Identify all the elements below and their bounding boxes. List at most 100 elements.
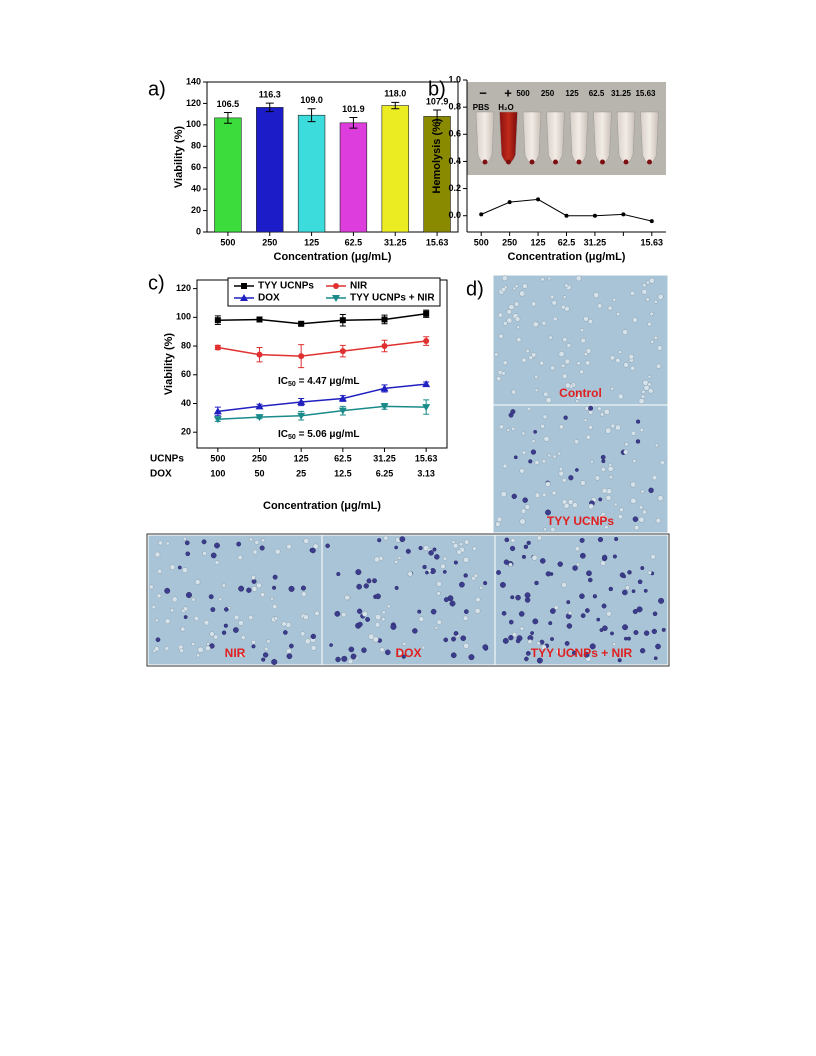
cell [329, 643, 333, 647]
cell [221, 583, 226, 588]
photo-label: 250 [541, 89, 555, 98]
cell [260, 592, 266, 598]
y-tick-label: 60 [181, 369, 191, 379]
cell [530, 631, 535, 636]
y-axis-label: Viability (%) [163, 333, 175, 395]
x-tick-label: 125 [294, 453, 309, 463]
cell [564, 283, 569, 288]
cell [503, 559, 510, 565]
cell [639, 648, 646, 654]
cell [528, 459, 533, 464]
cell [534, 375, 539, 379]
cell [588, 503, 594, 510]
cell [164, 587, 171, 594]
cell [528, 355, 534, 361]
x-tick-label: 31.25 [384, 237, 407, 247]
cell [632, 609, 638, 615]
marker [214, 317, 221, 324]
cell [558, 424, 564, 430]
cell [586, 519, 592, 525]
cell [534, 460, 540, 465]
cell [375, 614, 382, 621]
cell [170, 608, 175, 613]
cell [452, 543, 459, 549]
cell [196, 653, 201, 658]
cell [632, 317, 638, 323]
cell [635, 419, 641, 424]
cell [524, 504, 531, 510]
panel-label: a) [148, 78, 166, 100]
cell [575, 399, 580, 404]
cell [202, 551, 207, 556]
series-line [217, 313, 427, 325]
cell [650, 339, 655, 344]
cell [642, 283, 647, 288]
cell [266, 639, 271, 644]
cell [374, 622, 381, 628]
cell [154, 646, 160, 652]
cell [530, 449, 537, 455]
cell [482, 644, 489, 651]
cell [357, 621, 363, 627]
x-tick-label: 250 [502, 237, 517, 247]
cell [552, 316, 558, 322]
cell [574, 439, 580, 445]
cell [638, 516, 645, 523]
cell [549, 608, 556, 614]
y-tick-label: 120 [186, 98, 201, 108]
cell [238, 585, 245, 592]
cell [272, 574, 278, 580]
pellet [576, 159, 582, 165]
cell [281, 621, 287, 627]
x-tick-label-2: 3.13 [417, 468, 435, 478]
cell [534, 580, 539, 586]
cell [548, 621, 553, 626]
y-tick-label: 20 [191, 205, 201, 215]
cell [603, 515, 608, 520]
y-tick-label: 0.8 [448, 102, 461, 112]
cell [541, 644, 547, 650]
cell [632, 458, 637, 464]
cell [532, 321, 539, 328]
micrograph-label: TYY UCNPs + NIR [531, 646, 633, 660]
marker [298, 320, 305, 327]
cell [208, 594, 214, 600]
marker [338, 407, 347, 415]
cell [509, 545, 516, 552]
cell [304, 638, 311, 645]
cell [645, 297, 650, 302]
cell [496, 570, 502, 575]
cell [251, 586, 258, 592]
cell [516, 337, 522, 343]
cell [210, 552, 217, 559]
cell [262, 652, 269, 658]
cell [473, 573, 479, 579]
tube [569, 111, 589, 164]
micrograph-label: NIR [225, 646, 246, 660]
cell [434, 625, 439, 630]
cell [251, 575, 256, 580]
cell [274, 548, 281, 555]
error-bar [223, 112, 232, 124]
cell [494, 352, 499, 357]
cell [562, 337, 568, 343]
cell [601, 603, 607, 609]
marker [241, 283, 247, 289]
cell [526, 540, 531, 546]
cell [502, 463, 508, 469]
cell [560, 304, 566, 310]
cell [483, 581, 488, 586]
marker [339, 348, 346, 355]
pellet [529, 159, 535, 165]
series-line [217, 340, 427, 357]
cell [402, 641, 407, 646]
cell [643, 630, 650, 636]
cell [522, 283, 528, 289]
cell [588, 577, 593, 583]
error-bar [265, 102, 274, 113]
cell [185, 591, 192, 599]
cell [543, 391, 549, 397]
marker [649, 219, 654, 224]
y-tick-label: 1.0 [448, 74, 461, 84]
cell [154, 618, 159, 623]
